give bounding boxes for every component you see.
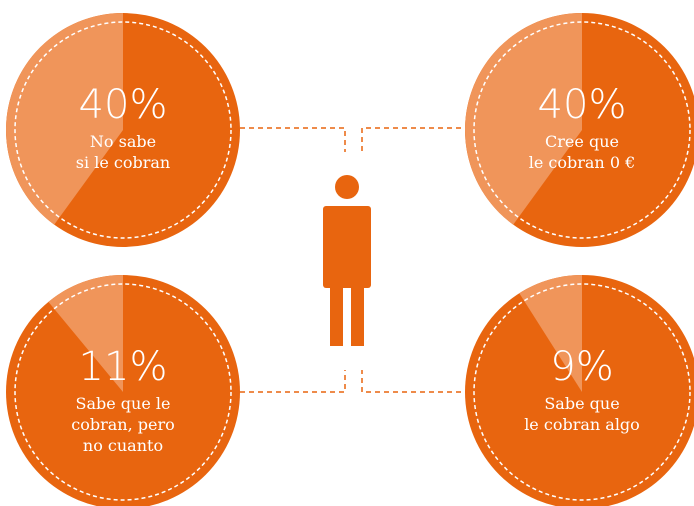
pie-label: no cuanto: [83, 436, 163, 455]
dashed-ring: [473, 21, 691, 239]
dashed-ring: [14, 21, 232, 239]
pie-label: le cobran algo: [524, 415, 640, 434]
connector: [361, 370, 470, 393]
connector: [240, 370, 346, 393]
pie-base: [465, 275, 694, 506]
value-label: 40%: [538, 82, 627, 128]
dashed-ring: [14, 283, 232, 501]
value-label: 11%: [79, 344, 168, 390]
pie-label: Cree que: [545, 132, 619, 151]
pie-label: Sabe que: [544, 394, 619, 413]
pie-label: No sabe: [90, 132, 156, 151]
pie-label: cobran, pero: [71, 415, 175, 434]
connectors: [240, 127, 470, 393]
pie-wedge: [519, 275, 582, 392]
value-label: 9%: [550, 344, 613, 390]
pie-label: le cobran 0 €: [529, 153, 636, 172]
value-label: 40%: [79, 82, 168, 128]
connector: [361, 127, 470, 152]
connector: [240, 127, 346, 152]
pie-label: si le cobran: [76, 153, 170, 172]
dashed-ring: [473, 283, 691, 501]
pie-wedge: [48, 275, 123, 392]
person-icon: [323, 175, 371, 346]
pie-label: Sabe que le: [76, 394, 171, 413]
